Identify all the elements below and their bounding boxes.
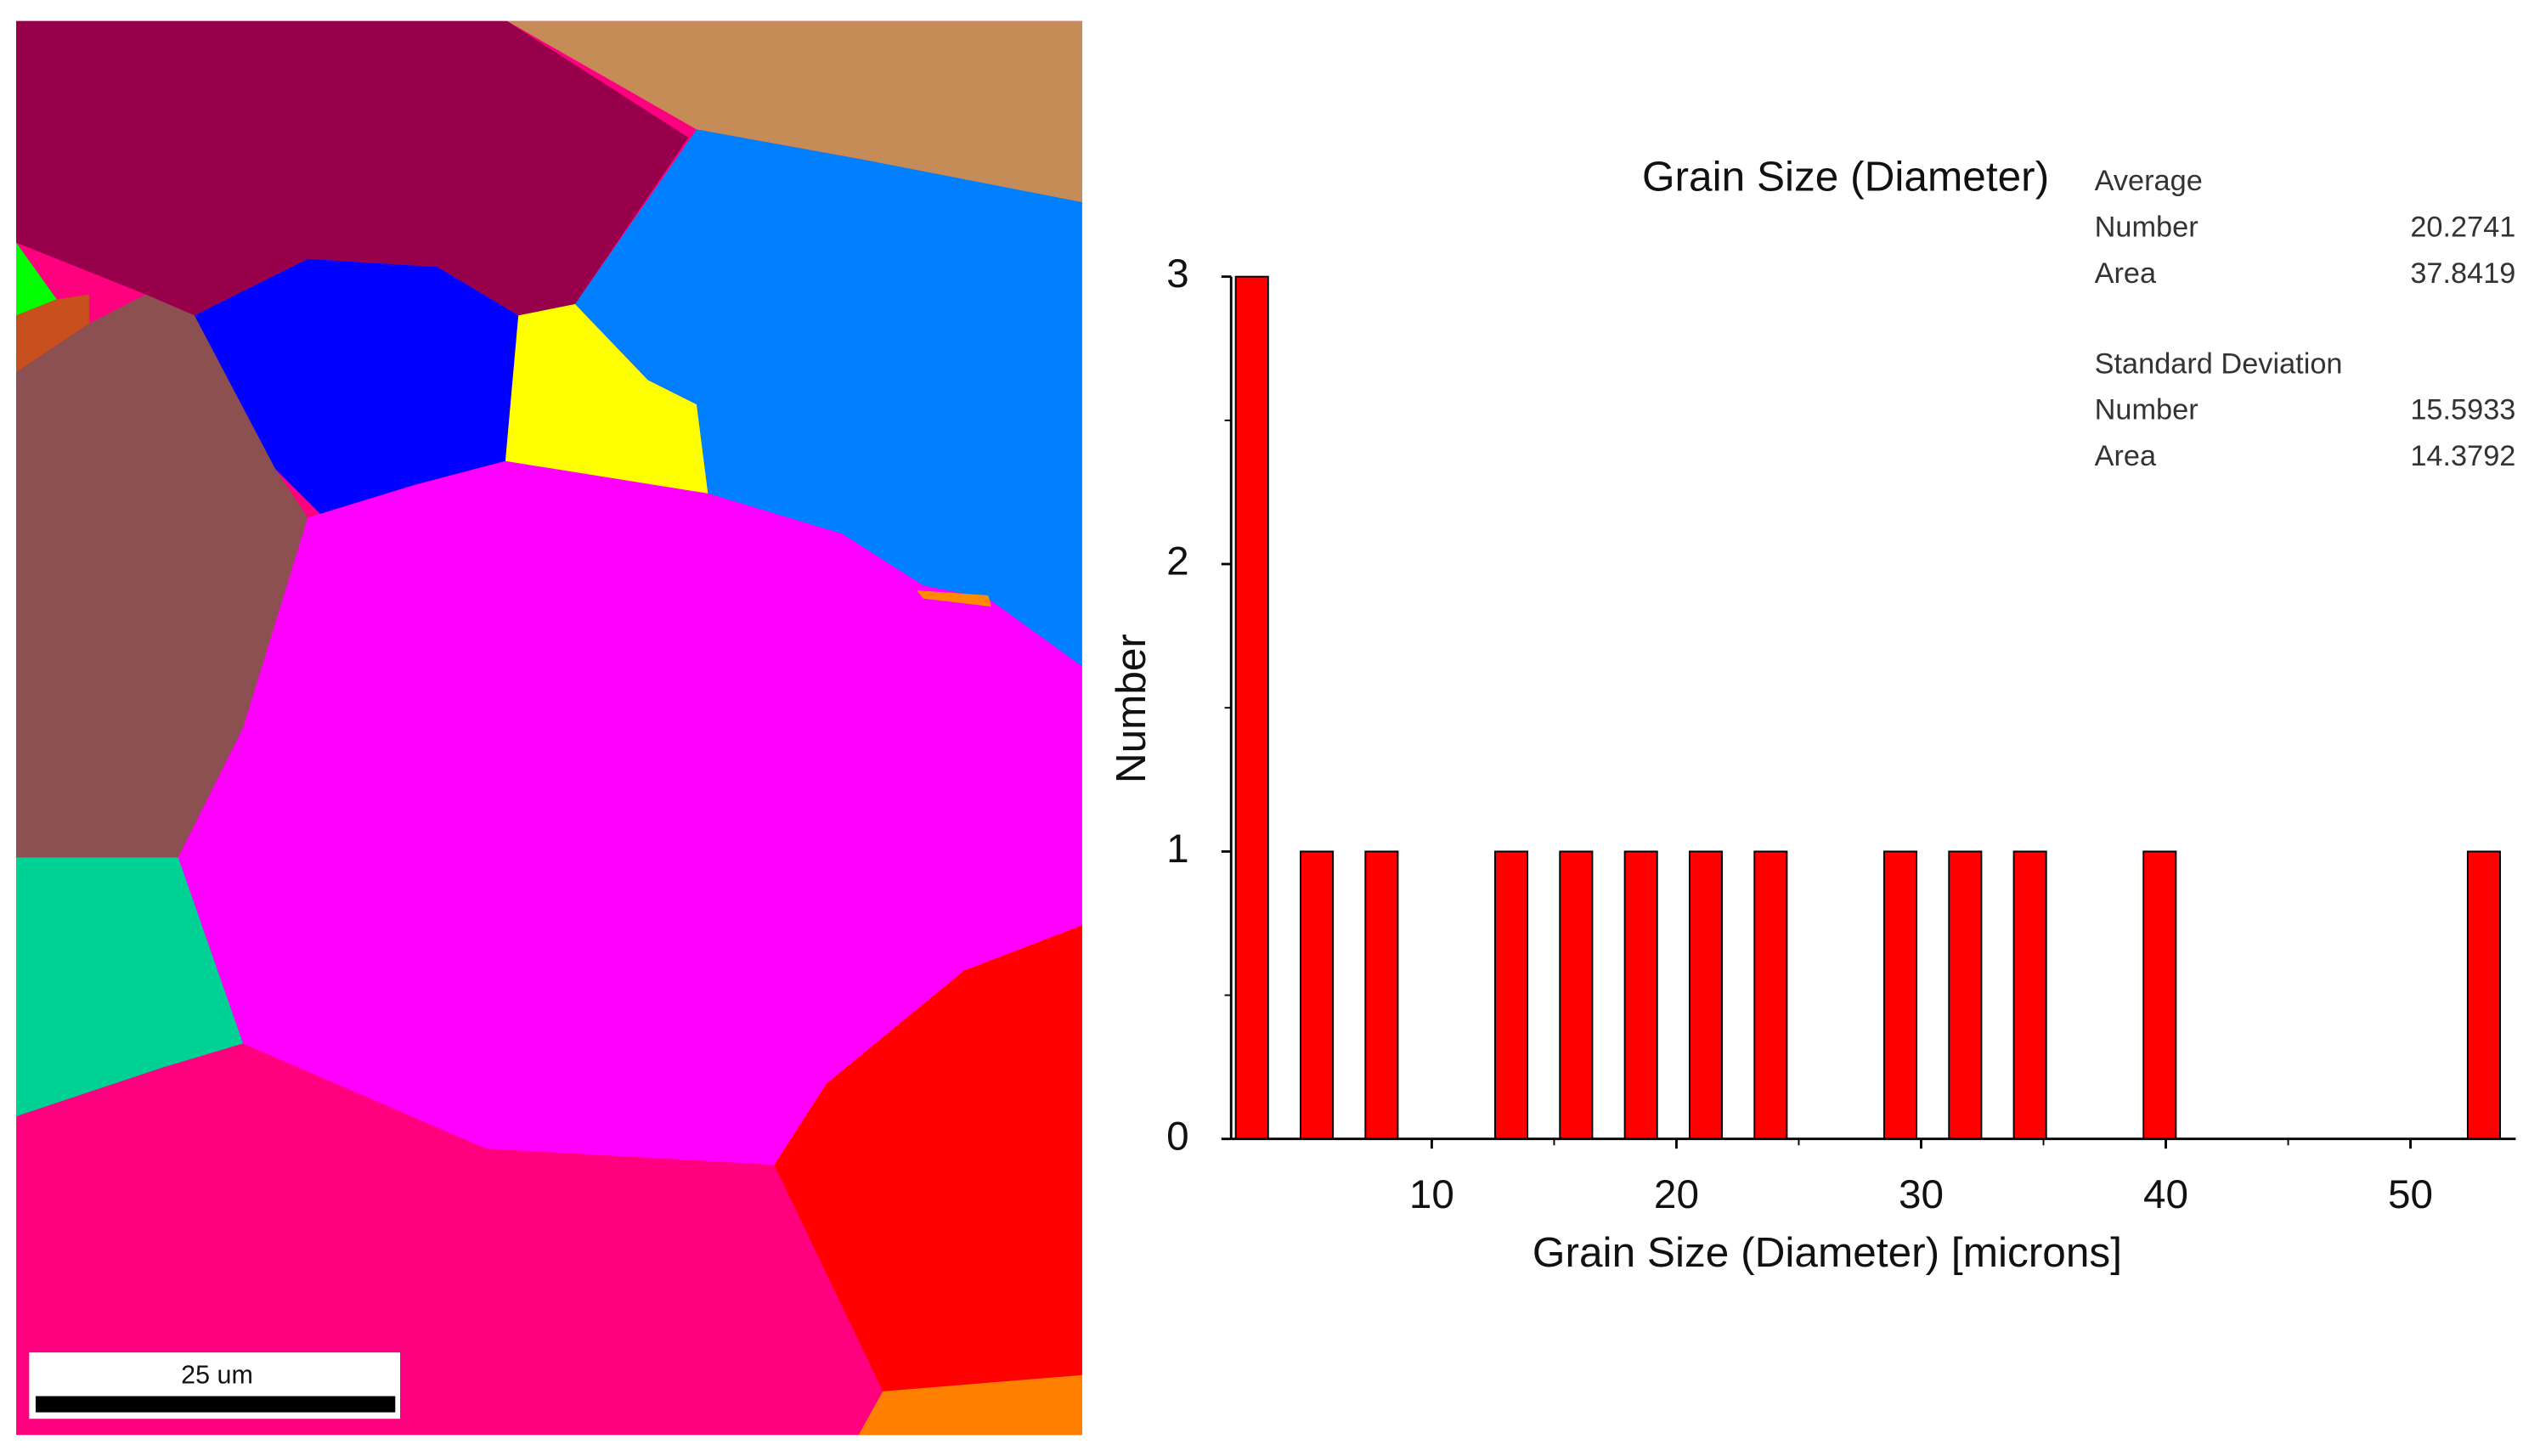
grain [774, 925, 1082, 1391]
bar [1364, 850, 1399, 1140]
y-tick-label: 2 [1166, 539, 1189, 584]
bar [2012, 850, 2047, 1140]
stat-label: Number [2095, 212, 2199, 244]
grain [574, 129, 1082, 667]
scale-bar [35, 1396, 396, 1413]
grain [178, 460, 1082, 1165]
bar [1623, 850, 1658, 1140]
stat-value: 15.5933 [2410, 394, 2515, 426]
grain [194, 258, 519, 518]
x-tick-label: 40 [2143, 1172, 2188, 1217]
stat-label: Number [2095, 394, 2199, 426]
grain [16, 20, 689, 316]
stat-label: Area [2095, 257, 2157, 290]
grain [506, 20, 1082, 203]
bar [1493, 850, 1529, 1140]
x-tick-label: 30 [1899, 1172, 1944, 1217]
x-tick-label: 10 [1409, 1172, 1454, 1217]
stat-heading: Average [2095, 165, 2203, 197]
x-tick-label: 50 [2388, 1172, 2433, 1217]
scale-bar-label: 25 um [181, 1361, 253, 1390]
y-axis-label: Number [1108, 634, 1154, 783]
y-tick-label: 1 [1166, 827, 1189, 872]
y-tick-label: 0 [1166, 1114, 1189, 1159]
stat-label: Area [2095, 440, 2157, 472]
grain [16, 294, 308, 858]
bar [1948, 850, 1983, 1140]
stat-value: 20.2741 [2410, 212, 2515, 244]
stat-value: 14.3792 [2410, 440, 2515, 472]
x-axis-label: Grain Size (Diameter) [microns] [1532, 1229, 2122, 1276]
y-tick-label: 3 [1166, 251, 1189, 296]
bar [1559, 850, 1594, 1140]
stat-value: 37.8419 [2410, 257, 2515, 290]
bar [2142, 850, 2177, 1140]
grain [16, 242, 57, 316]
bar [1300, 850, 1335, 1140]
grain [858, 1374, 1082, 1436]
stat-heading: Standard Deviation [2095, 347, 2343, 380]
chart-title: Grain Size (Diameter) [1642, 154, 2049, 200]
grain-map: 25 um [16, 20, 1082, 1436]
bar [1234, 275, 1269, 1140]
bar [2466, 850, 2501, 1140]
grain [16, 294, 89, 373]
x-tick-label: 20 [1654, 1172, 1699, 1217]
bar [1688, 850, 1724, 1140]
grain [16, 857, 244, 1117]
grain [917, 590, 992, 607]
grain [505, 304, 708, 502]
bar [1753, 850, 1788, 1140]
bar [1882, 850, 1918, 1140]
